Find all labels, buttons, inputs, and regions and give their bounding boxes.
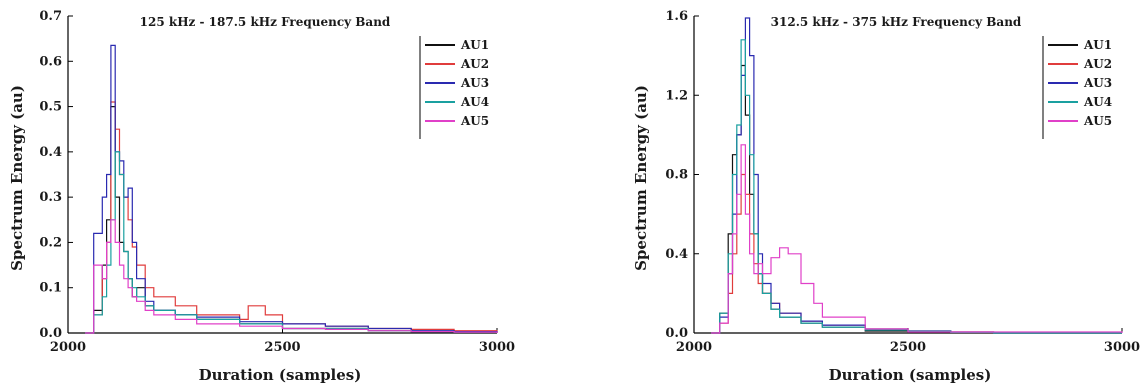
y-tick-label: 0.4 — [665, 247, 688, 262]
series-line-au3 — [711, 17, 1122, 334]
legend-label: AU3 — [1083, 76, 1112, 90]
legend-label: AU4 — [1083, 95, 1112, 109]
series-line-au4 — [85, 151, 498, 334]
x-tick-label: 2000 — [676, 340, 712, 355]
y-tick-label: 0.7 — [39, 9, 62, 24]
y-tick-label: 0.2 — [39, 235, 62, 250]
legend: AU1 AU2 AU3 AU4 AU5 — [1042, 36, 1112, 139]
y-tick-label: 0.1 — [39, 281, 62, 296]
x-tick-label: 3000 — [1104, 340, 1140, 355]
y-tick-label: 0.4 — [39, 145, 62, 160]
chart-title: 125 kHz - 187.5 kHz Frequency Band — [140, 15, 391, 29]
legend-label: AU4 — [460, 95, 489, 109]
y-tick-label: 1.6 — [665, 9, 688, 24]
legend-label: AU1 — [1083, 38, 1112, 52]
y-tick-label: 1.2 — [665, 88, 688, 103]
tick-layer: 0.0 0.1 0.2 0.3 0.4 0.5 0.6 0.7 2000 2500 3000 — [39, 9, 515, 355]
y-tick-label: 0.8 — [665, 168, 688, 183]
y-tick-label: 0.3 — [39, 190, 62, 205]
y-axis-title: Spectrum Energy (au) — [632, 85, 650, 271]
x-tick-label: 2500 — [264, 340, 300, 355]
series-line-au5 — [85, 219, 498, 334]
chart-low-frequency-band: Spectrum Energy (au) Duration (samples) … — [8, 9, 515, 384]
series-line-au1 — [85, 106, 498, 334]
series-layer — [711, 17, 1123, 334]
x-axis-title: Duration (samples) — [199, 366, 362, 384]
legend-label: AU2 — [460, 57, 489, 71]
y-axis-title: Spectrum Energy (au) — [8, 85, 26, 271]
series-line-au1 — [711, 64, 1122, 334]
legend: AU1 AU2 AU3 AU4 AU5 — [419, 36, 489, 139]
series-line-au3 — [85, 44, 498, 334]
y-tick-label: 0.0 — [665, 326, 688, 341]
chart-title: 312.5 kHz - 375 kHz Frequency Band — [771, 15, 1022, 29]
legend-label: AU5 — [1083, 114, 1112, 128]
series-line-au4 — [711, 39, 1122, 334]
series-layer — [85, 44, 498, 334]
x-tick-label: 2000 — [50, 340, 86, 355]
y-tick-label: 0.5 — [39, 100, 62, 115]
y-tick-label: 0.0 — [39, 326, 62, 341]
chart-high-frequency-band: Spectrum Energy (au) Duration (samples) … — [632, 9, 1140, 384]
legend-label: AU2 — [1083, 57, 1112, 71]
legend-label: AU5 — [460, 114, 489, 128]
series-line-au2 — [85, 101, 498, 334]
legend-label: AU3 — [460, 76, 489, 90]
x-tick-label: 3000 — [479, 340, 515, 355]
y-tick-label: 0.6 — [39, 54, 62, 69]
x-axis-title: Duration (samples) — [829, 366, 992, 384]
x-tick-label: 2500 — [890, 340, 926, 355]
legend-label: AU1 — [460, 38, 489, 52]
series-line-au5 — [711, 144, 1123, 334]
